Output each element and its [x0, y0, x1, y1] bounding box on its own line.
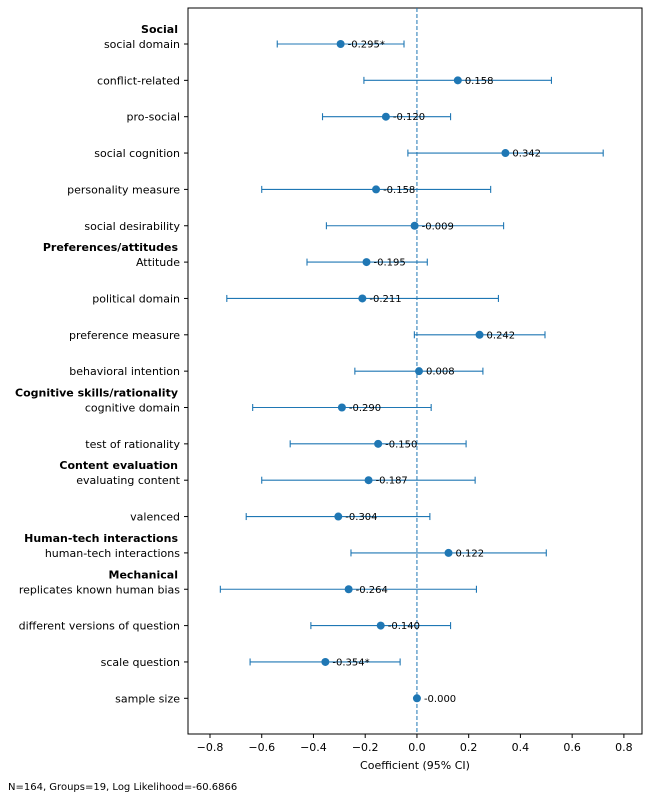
coefficient-point	[334, 512, 343, 521]
row-label: pro-social	[126, 111, 180, 124]
coefficient-annotation: -0.211	[369, 294, 401, 305]
group-header: Social	[141, 23, 178, 36]
coefficient-annotation: -0.158	[383, 185, 415, 196]
x-tick-label: 0.0	[408, 741, 426, 754]
coefficient-annotation: -0.195	[373, 258, 405, 269]
coefficient-point	[321, 657, 330, 666]
coefficient-annotation: -0.120	[393, 112, 425, 123]
group-header: Content evaluation	[59, 459, 178, 472]
coefficient-point	[337, 403, 346, 412]
row-label: behavioral intention	[69, 365, 180, 378]
coefficient-point	[412, 694, 421, 703]
row-label: replicates known human bias	[19, 583, 180, 596]
row-label: human-tech interactions	[45, 547, 180, 560]
coefficient-annotation: 0.158	[465, 76, 494, 87]
coefficient-annotation: -0.187	[376, 476, 408, 487]
coefficient-annotation: -0.354*	[332, 657, 369, 668]
group-header: Mechanical	[109, 568, 179, 581]
x-tick-label: 0.4	[512, 741, 530, 754]
coefficient-point	[376, 621, 385, 630]
footnote: N=164, Groups=19, Log Likelihood=-60.686…	[8, 782, 237, 793]
x-tick-label: −0.8	[197, 741, 224, 754]
coefficient-annotation: 0.242	[487, 330, 516, 341]
row-label: Attitude	[136, 256, 180, 269]
coefficient-annotation: 0.342	[512, 149, 541, 160]
coefficient-annotation: -0.304	[345, 512, 377, 523]
coefficient-annotation: -0.264	[356, 585, 388, 596]
row-label: social domain	[104, 38, 180, 51]
coefficient-annotation: -0.295*	[348, 40, 385, 51]
coefficient-point	[362, 258, 371, 267]
coefficient-annotation: 0.122	[456, 548, 485, 559]
x-tick-label: −0.2	[352, 741, 379, 754]
x-tick-label: −0.4	[300, 741, 327, 754]
x-tick-label: 0.8	[615, 741, 633, 754]
row-label: evaluating content	[76, 474, 180, 487]
row-label: conflict-related	[97, 74, 180, 87]
coefficient-point	[453, 76, 462, 85]
coefficient-point	[415, 367, 424, 376]
row-label: political domain	[92, 292, 180, 305]
coefficient-point	[381, 112, 390, 121]
row-label: test of rationality	[85, 438, 180, 451]
row-label: preference measure	[69, 329, 180, 342]
group-header: Preferences/attitudes	[43, 241, 179, 254]
row-label: cognitive domain	[85, 402, 180, 415]
group-header: Human-tech interactions	[24, 532, 178, 545]
x-tick-label: 0.6	[563, 741, 581, 754]
coefficient-annotation: -0.150	[385, 439, 417, 450]
coefficient-point	[372, 185, 381, 194]
coefficient-point	[336, 40, 345, 48]
row-label: valenced	[130, 511, 180, 524]
coefficient-annotation: -0.000	[424, 694, 456, 705]
x-tick-label: −0.6	[248, 741, 275, 754]
row-label: scale question	[101, 656, 180, 669]
coefficient-point	[501, 149, 510, 158]
coefficient-point	[475, 330, 484, 339]
coefficient-point	[444, 548, 453, 557]
row-label: sample size	[115, 692, 180, 705]
row-label: personality measure	[67, 183, 180, 196]
coefficient-point	[344, 585, 353, 594]
coefficient-point	[374, 439, 383, 448]
row-label: social cognition	[94, 147, 180, 160]
coefficient-point	[410, 221, 419, 230]
coefficient-annotation: -0.140	[388, 621, 420, 632]
row-label: social desirability	[84, 220, 180, 233]
group-header: Cognitive skills/rationality	[15, 387, 178, 400]
x-tick-label: 0.2	[460, 741, 478, 754]
coefficient-point	[358, 294, 367, 303]
coefficient-annotation: -0.009	[422, 221, 454, 232]
coefficient-annotation: -0.290	[349, 403, 381, 414]
x-axis-label: Coefficient (95% CI)	[360, 759, 470, 772]
coefficient-annotation: 0.008	[426, 367, 455, 378]
coefficient-point	[364, 476, 373, 485]
row-label: different versions of question	[19, 620, 180, 633]
